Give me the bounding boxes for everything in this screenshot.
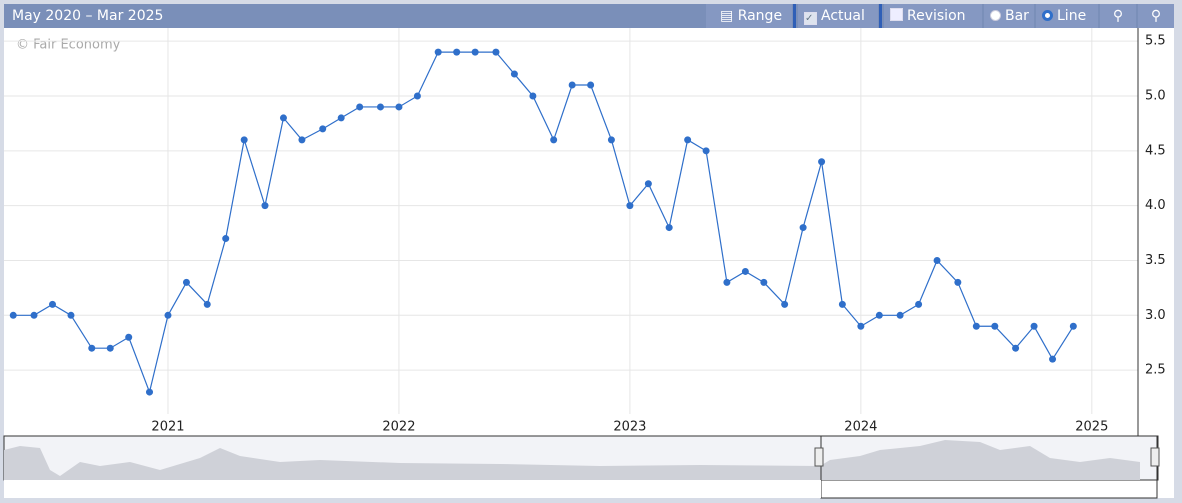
data-point [510, 70, 518, 78]
line-label: Line [1057, 8, 1087, 24]
data-point [453, 48, 461, 56]
data-point [972, 322, 980, 330]
credit: © Fair Economy [16, 38, 121, 53]
scrollbar-track [4, 480, 821, 498]
data-point [222, 235, 230, 243]
data-point [875, 311, 883, 319]
data-point [471, 48, 479, 56]
data-point [896, 311, 904, 319]
revision-toggle[interactable]: Revision [884, 4, 982, 28]
y-tick-label: 5.0 [1145, 88, 1166, 103]
x-tick-label: 2021 [151, 420, 184, 435]
navigator-handle[interactable] [814, 447, 824, 467]
data-point [954, 278, 962, 286]
x-tick-label: 2022 [382, 420, 415, 435]
data-point [1069, 322, 1077, 330]
data-point [723, 278, 731, 286]
data-point [240, 136, 248, 144]
data-point [760, 278, 768, 286]
data-point [337, 114, 345, 122]
y-tick-label: 4.5 [1145, 143, 1166, 158]
navigator-area [4, 440, 1140, 480]
navigator [3, 435, 1160, 499]
data-point [1030, 322, 1038, 330]
data-point [915, 300, 923, 308]
data-point [568, 81, 576, 89]
data-point [182, 278, 190, 286]
actual-label: Actual [821, 8, 865, 24]
range-button[interactable]: ▤ Range [706, 4, 792, 28]
data-point [933, 256, 941, 264]
checkbox[interactable] [890, 8, 903, 21]
data-point [781, 300, 789, 308]
data-point [319, 125, 327, 133]
date-range-title: May 2020 – Mar 2025 [12, 8, 164, 24]
x-tick-label: 2023 [613, 420, 646, 435]
data-point [9, 311, 17, 319]
radio[interactable] [990, 10, 1001, 21]
y-tick-label: 3.5 [1145, 253, 1166, 268]
data-point [356, 103, 364, 111]
data-point [684, 136, 692, 144]
data-point [49, 300, 57, 308]
y-tick-label: 3.0 [1145, 308, 1166, 323]
x-tick-label: 2024 [844, 420, 877, 435]
data-point [991, 322, 999, 330]
data-point [1012, 344, 1020, 352]
x-tick-label: 2025 [1075, 420, 1108, 435]
zoom-in[interactable]: ⚲ [1100, 4, 1136, 28]
data-point [413, 92, 421, 100]
data-point [67, 311, 75, 319]
data-point [88, 344, 96, 352]
line-option[interactable]: Line [1036, 4, 1098, 28]
data-point [125, 333, 133, 341]
bar-label: Bar [1005, 8, 1029, 24]
data-point [857, 322, 865, 330]
data-point [665, 224, 673, 232]
data-point [587, 81, 595, 89]
data-point [550, 136, 558, 144]
data-point [106, 344, 114, 352]
data-point [838, 300, 846, 308]
plot-background [4, 28, 1174, 498]
data-point [607, 136, 615, 144]
data-point [395, 103, 403, 111]
data-point [644, 180, 652, 188]
checkbox[interactable]: ✓ [804, 12, 817, 25]
range-label: Range [737, 8, 783, 24]
data-point [203, 300, 211, 308]
separator [879, 4, 882, 28]
data-point [279, 114, 287, 122]
data-point [529, 92, 537, 100]
data-point [164, 311, 172, 319]
bar-option[interactable]: Bar [984, 4, 1034, 28]
revision-label: Revision [907, 8, 966, 24]
data-point [376, 103, 384, 111]
data-point [1049, 355, 1057, 363]
header: May 2020 – Mar 2025 ▤ Range ✓ Actual Revi… [4, 4, 1174, 28]
data-point [434, 48, 442, 56]
data-point [30, 311, 38, 319]
data-point [818, 158, 826, 166]
data-point [626, 202, 634, 210]
radio[interactable] [1042, 10, 1053, 21]
data-point [146, 388, 154, 396]
data-point [702, 147, 710, 155]
y-tick-label: 5.5 [1145, 34, 1166, 49]
data-point [492, 48, 500, 56]
actual-toggle[interactable]: ✓ Actual [798, 4, 878, 28]
separator [793, 4, 796, 28]
y-tick-label: 2.5 [1145, 363, 1166, 378]
data-point [298, 136, 306, 144]
data-point [799, 224, 807, 232]
data-point [261, 202, 269, 210]
y-tick-label: 4.0 [1145, 198, 1166, 213]
navigator-window[interactable] [820, 435, 1158, 499]
data-point [741, 267, 749, 275]
navigator-handle[interactable] [1150, 447, 1160, 467]
zoom-out[interactable]: ⚲ [1138, 4, 1174, 28]
